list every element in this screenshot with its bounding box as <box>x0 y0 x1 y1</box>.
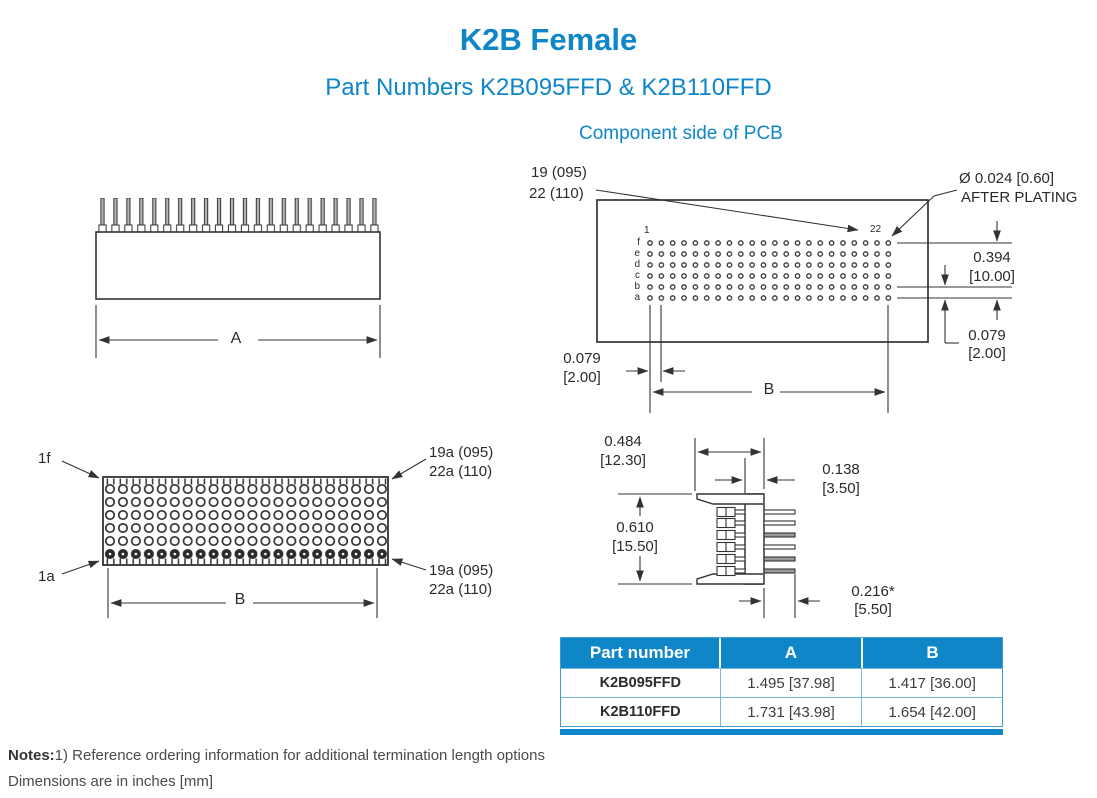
pcb-footprint-drawing <box>595 189 1012 413</box>
dim-pin-length-in: 0.216* <box>851 583 895 600</box>
dim-wall-mm: [3.50] <box>822 480 860 497</box>
table-header-a: A <box>718 638 861 668</box>
pin-22-label: 22 <box>870 224 882 235</box>
dim-col-pitch-in: 0.079 <box>563 350 601 367</box>
notes-label: Notes: <box>8 747 55 764</box>
dim-row-pitch-mm: [2.00] <box>968 345 1006 362</box>
dim-b-front: B <box>234 591 246 608</box>
dim-height-in: 0.610 <box>616 519 654 536</box>
row-label-d: d <box>634 259 640 270</box>
dim-row-pitch-in: 0.079 <box>968 327 1006 344</box>
table-header-b: B <box>860 638 1002 668</box>
part-number-cell: K2B095FFD <box>599 675 682 691</box>
page-title: K2B Female <box>459 22 638 57</box>
part-number-table: Part number A B K2B095FFD 1.495 [37.98] … <box>560 637 1003 735</box>
row-label-a: a <box>634 292 640 303</box>
pin-count-line1: 19 (095) <box>531 164 587 181</box>
profile-view-drawing <box>618 438 820 618</box>
after-plating-label: AFTER PLATING <box>961 189 1078 206</box>
row-label-e: e <box>634 248 640 259</box>
pos-19a-bottom-label: 19a (095) <box>429 562 494 579</box>
part-number-cell: K2B110FFD <box>600 704 681 720</box>
pin-count-line2: 22 (110) <box>529 185 584 202</box>
table-bottom-accent-bar <box>560 729 1003 735</box>
dim-a-cell: 1.495 [37.98] <box>719 669 862 697</box>
pos-1f-label: 1f <box>38 450 51 467</box>
dim-a-side: A <box>230 330 242 347</box>
dim-pin-length-mm: [5.50] <box>854 601 892 618</box>
pos-22a-bottom-label: 22a (110) <box>429 581 493 598</box>
pos-19a-top-label: 19a (095) <box>429 444 494 461</box>
table-row: K2B110FFD 1.731 [43.98] 1.654 [42.00] <box>561 697 1002 726</box>
contact-row <box>716 553 796 565</box>
hole-diameter-label: Ø 0.024 [0.60] <box>959 170 1055 187</box>
dim-wall-in: 0.138 <box>822 461 860 478</box>
units-note: Dimensions are in inches [mm] <box>8 773 214 790</box>
dim-body-width-in: 0.484 <box>604 433 642 450</box>
dim-col-pitch-mm: [2.00] <box>563 369 601 386</box>
table-header-row: Part number A B <box>561 638 1002 668</box>
dim-body-width-mm: [12.30] <box>600 452 646 469</box>
contact-row <box>716 529 796 541</box>
dim-row-span-in: 0.394 <box>973 249 1011 266</box>
dim-b-pcb: B <box>763 381 775 398</box>
side-view-drawing <box>95 198 381 358</box>
notes-text: 1) Reference ordering information for ad… <box>54 747 545 764</box>
dim-b-cell: 1.654 [42.00] <box>861 698 1002 726</box>
page-subtitle: Part Numbers K2B095FFD & K2B110FFD <box>325 74 772 101</box>
pcb-caption: Component side of PCB <box>579 123 783 144</box>
pos-22a-top-label: 22a (110) <box>429 463 493 480</box>
dim-b-cell: 1.417 [36.00] <box>861 669 1002 697</box>
dim-row-span-mm: [10.00] <box>969 268 1015 285</box>
table-header-part-number: Part number <box>589 643 691 662</box>
table-row: K2B095FFD 1.495 [37.98] 1.417 [36.00] <box>561 668 1002 697</box>
contact-row <box>716 506 796 518</box>
pos-1a-label: 1a <box>38 568 55 585</box>
row-label-c: c <box>635 270 640 281</box>
row-label-f: f <box>637 237 640 248</box>
contact-row <box>716 565 796 577</box>
contact-row <box>716 517 796 529</box>
dim-height-mm: [15.50] <box>612 538 658 555</box>
contact-row <box>716 541 796 553</box>
front-view-drawing <box>61 458 427 618</box>
dim-a-cell: 1.731 [43.98] <box>719 698 862 726</box>
row-label-b: b <box>634 281 640 292</box>
notes-line: Notes:1) Reference ordering information … <box>8 747 545 764</box>
pin-1-label: 1 <box>644 225 650 236</box>
